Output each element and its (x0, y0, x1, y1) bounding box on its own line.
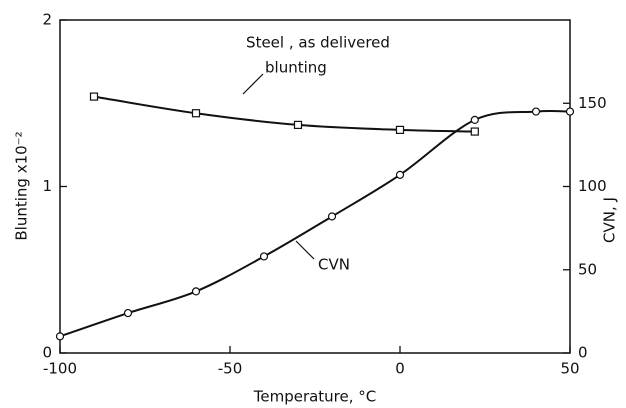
marker (191, 109, 201, 118)
y-axis-label: Blunting x10⁻² (13, 131, 31, 240)
y2-tick-label: 0 (578, 344, 588, 362)
y-tick-label: 0 (42, 344, 52, 362)
marker (565, 107, 575, 116)
series-line (93, 95, 475, 133)
marker (259, 252, 269, 261)
x-tick-label: 50 (560, 360, 579, 378)
annotation: Steel , as delivered (246, 34, 390, 52)
y2-tick-label: 100 (578, 177, 607, 195)
y-tick-label: 2 (42, 11, 52, 29)
marker (191, 287, 201, 296)
x-tick-label: -50 (218, 360, 243, 378)
series-line (59, 109, 571, 338)
marker (327, 212, 337, 221)
y-tick-label: 1 (42, 177, 52, 195)
series-label: blunting (265, 59, 327, 77)
x-axis-label: Temperature, °C (253, 388, 377, 406)
marker (55, 332, 65, 341)
y2-tick-label: 150 (578, 94, 607, 112)
leader-line (295, 240, 315, 260)
marker (293, 120, 303, 129)
y2-tick-label: 50 (578, 260, 597, 278)
x-tick-label: 0 (395, 360, 405, 378)
marker (395, 125, 405, 134)
marker (123, 308, 133, 318)
series-label: CVN (318, 256, 350, 274)
marker (531, 107, 541, 116)
marker (470, 115, 479, 125)
marker (89, 92, 99, 101)
y2-axis-label: CVN, J (601, 197, 619, 243)
x-tick-label: -100 (43, 360, 77, 378)
marker (395, 170, 405, 179)
marker (470, 127, 479, 136)
leader-line (242, 73, 264, 95)
